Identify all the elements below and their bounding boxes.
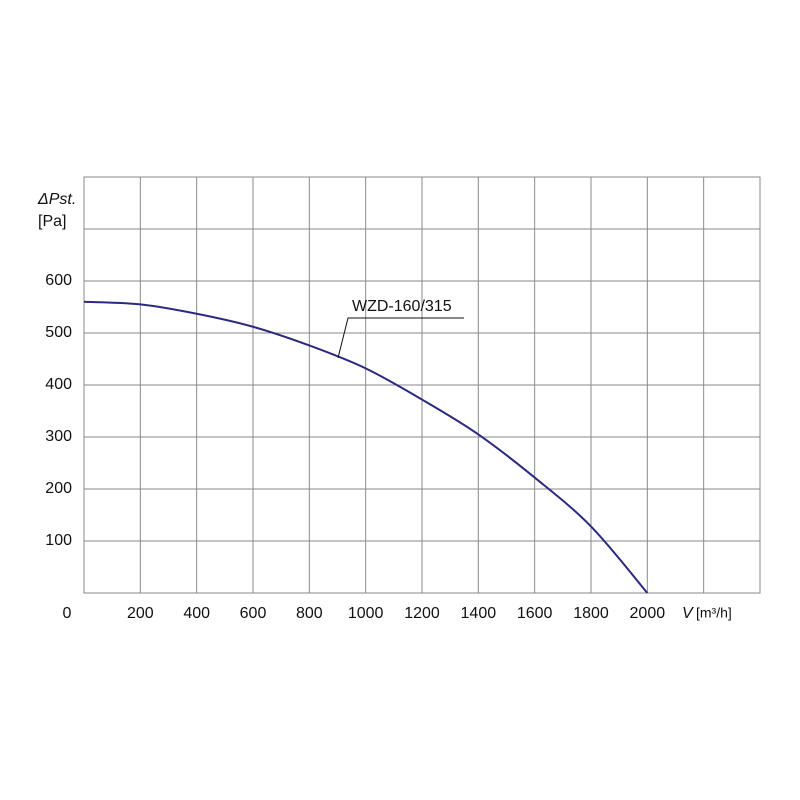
x-tick-label: 1600	[517, 605, 553, 622]
y-tick-label: 400	[45, 376, 72, 393]
x-tick-label: 400	[183, 605, 210, 622]
y-tick-label: 500	[45, 324, 72, 341]
x-tick-label: 800	[296, 605, 323, 622]
y-tick-label: 600	[45, 272, 72, 289]
x-tick-label: 0	[63, 605, 72, 622]
x-tick-label: 2000	[630, 605, 666, 622]
x-axis-label: V	[682, 605, 694, 622]
x-tick-label: 200	[127, 605, 154, 622]
x-tick-label: 600	[240, 605, 267, 622]
leader-line	[337, 317, 464, 359]
y-axis-label: ΔPst.	[37, 191, 76, 208]
y-tick-label: 100	[45, 532, 72, 549]
curve	[83, 300, 649, 594]
x-axis-unit: [m³/h]	[696, 605, 732, 621]
y-tick-label: 300	[45, 428, 72, 445]
x-tick-label: 1400	[461, 605, 497, 622]
y-tick-label: 200	[45, 480, 72, 497]
series-label: WZD-160/315	[352, 298, 452, 315]
x-tick-label: 1800	[573, 605, 609, 622]
y-axis-unit: [Pa]	[38, 213, 66, 230]
x-tick-label: 1000	[348, 605, 384, 622]
x-tick-label: 1200	[404, 605, 440, 622]
